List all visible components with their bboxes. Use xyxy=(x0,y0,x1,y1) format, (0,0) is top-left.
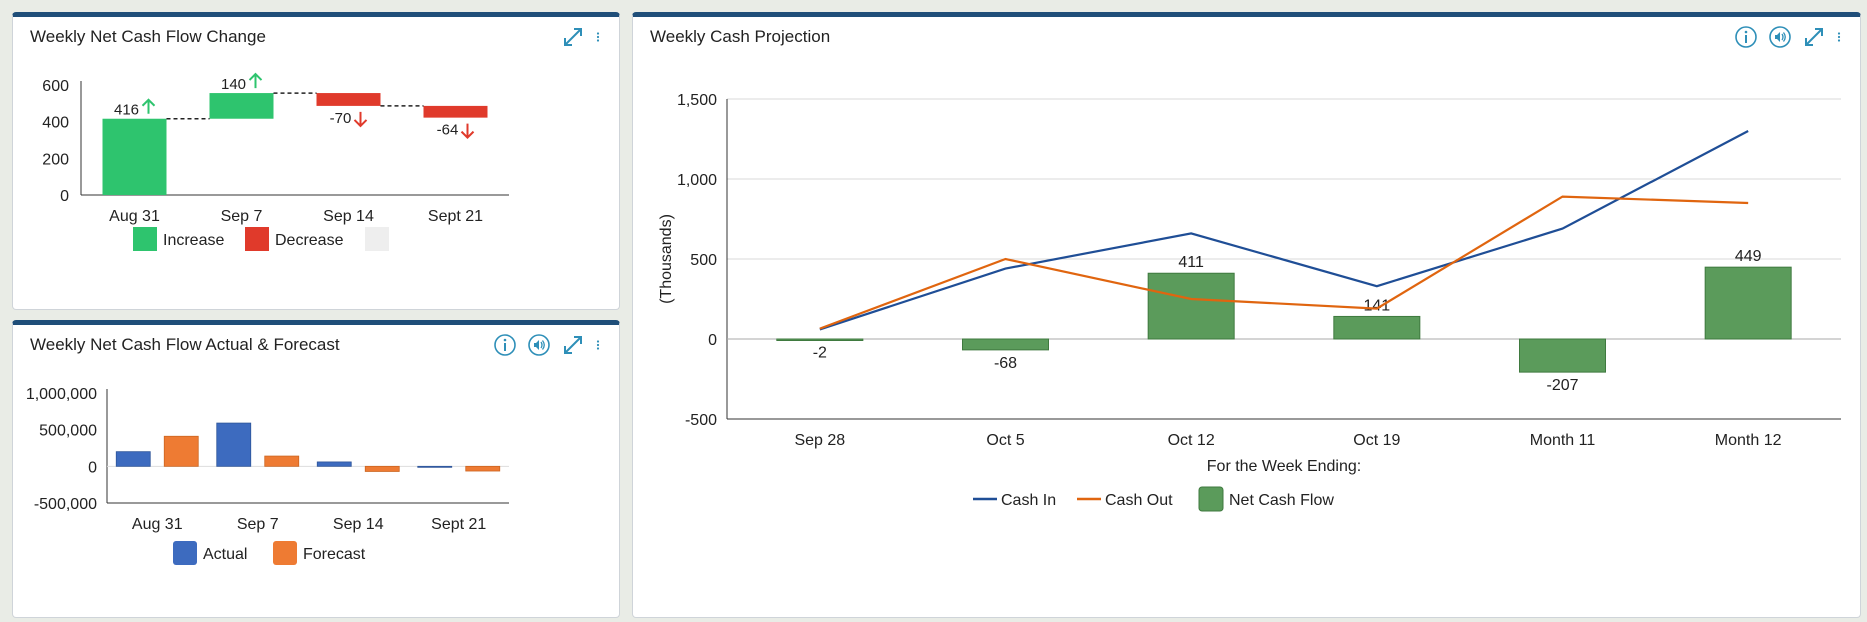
data-label: -70 xyxy=(330,110,352,127)
kebab-menu-icon[interactable] xyxy=(595,333,607,357)
waterfall-bar xyxy=(316,93,381,106)
y-tick-label: 500 xyxy=(690,252,717,269)
waterfall-bar xyxy=(209,93,274,119)
waterfall-bar xyxy=(423,105,488,118)
panel-title: Weekly Cash Projection xyxy=(650,27,831,46)
up-arrow-icon xyxy=(141,98,156,114)
kebab-menu-icon[interactable] xyxy=(595,25,607,49)
x-tick-label: Month 12 xyxy=(1715,432,1782,449)
legend-label: Cash Out xyxy=(1105,492,1173,509)
x-tick-label: Aug 31 xyxy=(109,208,160,225)
bar-forecast xyxy=(163,435,199,467)
legend-label: Actual xyxy=(203,546,247,563)
down-arrow-icon xyxy=(353,111,368,128)
bar-net-cash-flow xyxy=(1147,272,1235,340)
down-arrow-icon xyxy=(460,123,475,140)
actual-forecast-chart: -500,000 0 500,000 1,000,000 Aug 31 Sep 7 Sep … xyxy=(26,386,509,565)
legend-label: Forecast xyxy=(303,546,366,563)
x-tick-label: Sept 21 xyxy=(428,208,483,225)
x-tick-label: Aug 31 xyxy=(132,516,183,533)
expand-icon[interactable] xyxy=(561,25,585,49)
waterfall-panel: Weekly Net Cash Flow Change 0 200 400 600 41… xyxy=(12,12,620,310)
projection-chart: -500 0 500 1,000 1,500 (Thousands) -2 -68 411 141… xyxy=(658,92,1841,512)
data-label: -207 xyxy=(1546,377,1578,394)
bar-actual xyxy=(316,461,352,467)
bar-forecast xyxy=(465,465,501,472)
legend-label: Net Cash Flow xyxy=(1229,492,1334,509)
speaker-icon[interactable] xyxy=(1768,25,1792,49)
kebab-menu-icon[interactable] xyxy=(1836,25,1848,49)
data-label: -68 xyxy=(994,355,1017,372)
bar-forecast xyxy=(264,455,300,467)
data-label: 416 xyxy=(114,102,139,119)
x-tick-label: Sep 14 xyxy=(323,208,374,225)
data-label: 449 xyxy=(1735,248,1762,265)
panel-title: Weekly Net Cash Flow Change xyxy=(30,27,266,46)
x-tick-label: Sep 7 xyxy=(237,516,279,533)
data-label: 140 xyxy=(221,76,246,93)
legend-swatch xyxy=(245,227,269,251)
line-cash-out xyxy=(819,195,1749,330)
y-axis-title: (Thousands) xyxy=(658,214,675,304)
panel-title: Weekly Net Cash Flow Actual & Forecast xyxy=(30,335,340,354)
y-tick-label: 1,000 xyxy=(677,172,717,189)
y-tick-label: -500,000 xyxy=(34,496,97,513)
bar-net-cash-flow xyxy=(962,338,1049,351)
projection-panel: Weekly Cash Projection -500 0 500 1,000 1,50… xyxy=(632,12,1861,618)
bar-forecast xyxy=(364,465,400,472)
info-icon[interactable] xyxy=(1734,25,1758,49)
bar-net-cash-flow xyxy=(1333,315,1421,340)
bar-actual xyxy=(115,451,151,467)
y-tick-label: 1,500 xyxy=(677,92,717,109)
line-cash-in xyxy=(819,130,1749,331)
data-label: -64 xyxy=(437,122,459,139)
y-tick-label: 0 xyxy=(708,332,717,349)
x-tick-label: Oct 5 xyxy=(986,432,1024,449)
legend-swatch xyxy=(173,541,197,565)
x-tick-label: Oct 12 xyxy=(1168,432,1215,449)
y-tick-label: -500 xyxy=(685,412,717,429)
y-tick-label: 200 xyxy=(42,151,69,168)
bar-net-cash-flow xyxy=(776,338,864,341)
x-tick-label: Oct 19 xyxy=(1353,432,1400,449)
y-tick-label: 600 xyxy=(42,78,69,95)
data-label: 411 xyxy=(1178,254,1204,271)
speaker-icon[interactable] xyxy=(527,333,551,357)
expand-icon[interactable] xyxy=(561,333,585,357)
x-tick-label: Month 11 xyxy=(1530,432,1596,449)
y-tick-label: 400 xyxy=(42,115,69,132)
legend-swatch xyxy=(1198,486,1224,512)
x-tick-label: Sep 7 xyxy=(221,208,263,225)
data-label: 141 xyxy=(1363,297,1390,314)
bar-actual xyxy=(216,422,252,467)
expand-icon[interactable] xyxy=(1802,25,1826,49)
x-tick-label: Sep 28 xyxy=(794,432,845,449)
bar-actual xyxy=(417,465,453,468)
legend-swatch xyxy=(365,227,389,251)
legend-swatch xyxy=(273,541,297,565)
y-tick-label: 0 xyxy=(60,188,69,205)
info-icon[interactable] xyxy=(493,333,517,357)
legend-swatch xyxy=(133,227,157,251)
bar-net-cash-flow xyxy=(1519,338,1606,373)
data-label: -2 xyxy=(813,344,827,361)
legend-label: Cash In xyxy=(1001,492,1056,509)
waterfall-chart: 0 200 400 600 416 Aug 31 140 Sep 7 -70 Sep 14 -64 S… xyxy=(42,72,509,251)
x-axis-title: For the Week Ending: xyxy=(1207,458,1361,475)
up-arrow-icon xyxy=(248,72,263,89)
x-tick-label: Sep 14 xyxy=(333,516,384,533)
legend-label: Increase xyxy=(163,232,224,249)
x-tick-label: Sept 21 xyxy=(431,516,486,533)
y-tick-label: 0 xyxy=(88,459,97,476)
legend-label: Decrease xyxy=(275,232,344,249)
waterfall-bar xyxy=(102,118,167,195)
actual-forecast-panel: Weekly Net Cash Flow Actual & Forecast -… xyxy=(12,320,620,618)
y-tick-label: 1,000,000 xyxy=(26,386,97,403)
bar-net-cash-flow xyxy=(1704,266,1792,340)
y-tick-label: 500,000 xyxy=(39,423,97,440)
